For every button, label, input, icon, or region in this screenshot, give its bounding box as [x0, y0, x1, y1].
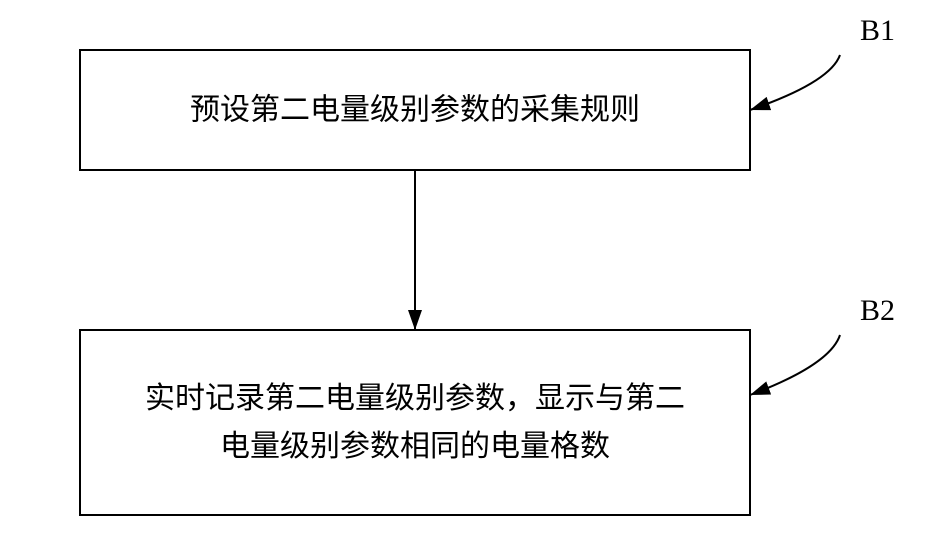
node-text-line: 实时记录第二电量级别参数，显示与第二: [145, 382, 685, 415]
node-label-B2: B2: [860, 294, 895, 327]
flowchart-diagram: 预设第二电量级别参数的采集规则 B1 实时记录第二电量级别参数，显示与第二电量级别参…: [0, 0, 945, 555]
node-text-line: 预设第二电量级别参数的采集规则: [190, 94, 640, 127]
node-label-B1: B1: [860, 14, 895, 47]
diagram-background: [0, 0, 945, 555]
node-text-line: 电量级别参数相同的电量格数: [220, 430, 610, 463]
